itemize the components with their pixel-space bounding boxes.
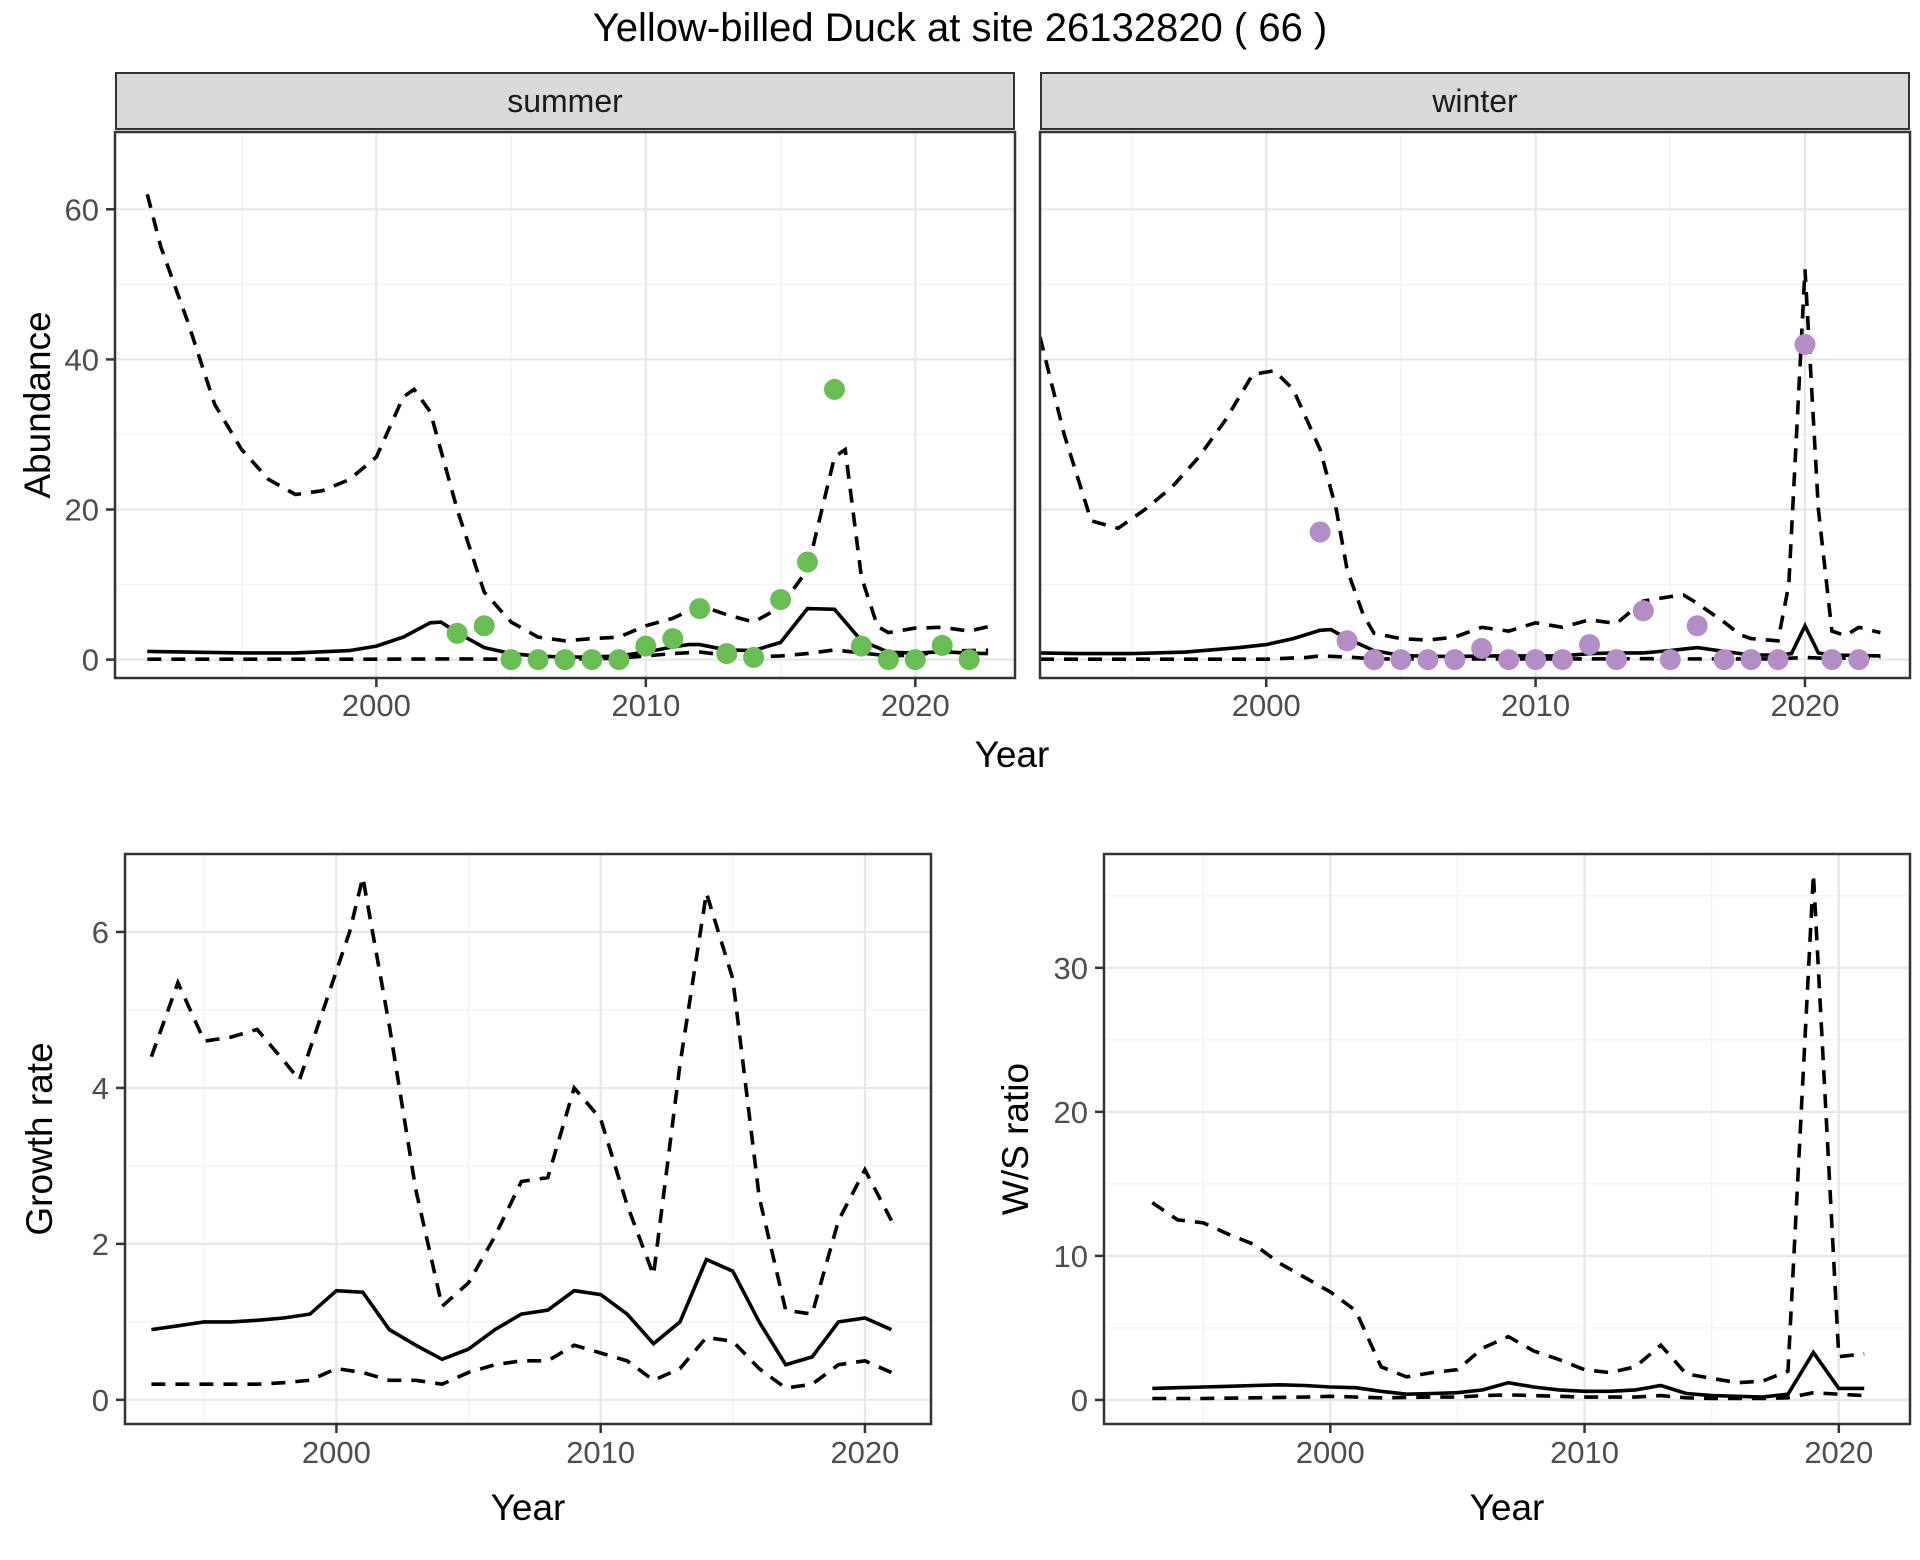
tick-label-y: 30: [1054, 951, 1088, 986]
data-point-observed_summer: [850, 635, 872, 657]
data-point-observed_summer: [689, 598, 711, 620]
tick-label-y: 2: [92, 1227, 109, 1262]
data-point-observed_winter: [1821, 649, 1843, 671]
tick-label-x: 2000: [342, 688, 411, 723]
tick-label-x: 2000: [1296, 1435, 1365, 1470]
tick-label-x: 2020: [830, 1435, 899, 1470]
tick-label-x: 2000: [302, 1435, 371, 1470]
panel-border-summer: [113, 130, 1017, 680]
panel-border-growth: [123, 852, 933, 1426]
data-point-observed_summer: [797, 551, 818, 573]
data-point-observed_summer: [500, 649, 522, 671]
data-point-observed_summer: [824, 378, 845, 400]
tick-label-x: 2010: [566, 1435, 635, 1470]
data-point-observed_summer: [931, 634, 953, 656]
ci-line-lower_ci-ws: [1152, 1390, 1865, 1401]
tick-label-x: 2010: [1501, 688, 1570, 723]
tick-label-y: 6: [92, 915, 109, 950]
data-point-observed_summer: [635, 635, 657, 657]
x-axis-title-year-bottom-left: Year: [490, 1487, 566, 1528]
facet-strip-winter-label: winter: [1432, 82, 1518, 119]
ci-line-upper_ci-summer: [145, 193, 989, 643]
data-point-observed_summer: [473, 615, 495, 637]
panel-border-winter: [1038, 130, 1912, 680]
data-point-observed_winter: [1794, 333, 1816, 355]
y-axis-title-ws-ratio: W/S ratio: [995, 1062, 1036, 1216]
ci-line-lower_ci-growth: [151, 1335, 893, 1390]
data-point-observed_winter: [1767, 649, 1789, 671]
tick-label-y: 0: [82, 643, 99, 678]
data-point-observed_summer: [608, 649, 630, 671]
panel-border-ws: [1102, 852, 1912, 1426]
tick-label-x: 2010: [1550, 1435, 1619, 1470]
data-point-observed_summer: [446, 622, 468, 644]
tick-label-x: 2020: [881, 688, 950, 723]
fit-line-fit-growth: [151, 1257, 893, 1367]
data-point-observed_winter: [1632, 600, 1654, 622]
data-point-observed_summer: [662, 628, 684, 650]
panel-growth: [125, 854, 931, 1424]
data-point-observed_summer: [770, 589, 792, 611]
x-axis-title-year-top: Year: [974, 734, 1050, 775]
data-point-observed_winter: [1848, 649, 1870, 671]
data-point-observed_winter: [1686, 615, 1708, 637]
data-point-observed_winter: [1659, 649, 1681, 671]
tick-label-y: 20: [1054, 1095, 1088, 1130]
y-axis-title-growth-rate: Growth rate: [19, 1042, 60, 1236]
page-title: Yellow-billed Duck at site 26132820 ( 66…: [592, 6, 1328, 50]
facet-strip-winter: winter: [1040, 72, 1910, 130]
ci-line-upper_ci-ws: [1151, 874, 1865, 1385]
data-point-observed_summer: [581, 649, 603, 671]
tick-label-x: 2010: [611, 688, 680, 723]
fit-line-fit-ws: [1152, 1349, 1865, 1399]
facet-strip-summer-label: summer: [507, 82, 623, 119]
tick-label-y: 10: [1054, 1239, 1088, 1274]
tick-label-x: 2020: [1804, 1435, 1873, 1470]
data-point-observed_summer: [554, 649, 576, 671]
data-point-observed_winter: [1417, 649, 1439, 671]
data-point-observed_winter: [1444, 649, 1466, 671]
tick-label-y: 40: [65, 342, 99, 377]
data-point-observed_winter: [1390, 649, 1412, 671]
data-point-observed_summer: [877, 649, 899, 671]
data-point-observed_summer: [904, 649, 926, 671]
data-point-observed_summer: [527, 649, 549, 671]
data-point-observed_summer: [958, 649, 980, 671]
tick-label-x: 2000: [1232, 688, 1301, 723]
data-point-observed_winter: [1498, 649, 1520, 671]
panel-ws: [1104, 854, 1910, 1424]
fit-line-fit-winter: [1040, 621, 1881, 659]
y-axis-title-abundance: Abundance: [17, 311, 58, 499]
data-point-observed_summer: [716, 643, 738, 665]
data-point-observed_winter: [1740, 649, 1762, 671]
tick-label-y: 20: [65, 493, 99, 528]
data-point-observed_winter: [1336, 630, 1358, 652]
data-point-observed_winter: [1552, 649, 1573, 671]
data-point-observed_winter: [1363, 649, 1385, 671]
tick-label-y: 0: [1071, 1383, 1088, 1418]
panel-winter: [1040, 132, 1910, 678]
facet-strip-summer: summer: [115, 72, 1015, 130]
data-point-observed_winter: [1471, 637, 1493, 659]
data-point-observed_winter: [1579, 634, 1600, 656]
panel-summer: [115, 132, 1015, 678]
tick-label-x: 2020: [1770, 688, 1839, 723]
data-point-observed_winter: [1309, 521, 1331, 543]
x-axis-title-year-bottom-right: Year: [1469, 1487, 1545, 1528]
data-point-observed_winter: [1525, 649, 1547, 671]
ci-line-lower_ci-winter: [1040, 654, 1881, 662]
data-point-observed_winter: [1605, 649, 1627, 671]
data-point-observed_winter: [1713, 649, 1735, 671]
tick-label-y: 60: [65, 192, 99, 227]
data-point-observed_summer: [743, 646, 765, 668]
tick-label-y: 0: [92, 1383, 109, 1418]
tick-label-y: 4: [92, 1071, 109, 1106]
